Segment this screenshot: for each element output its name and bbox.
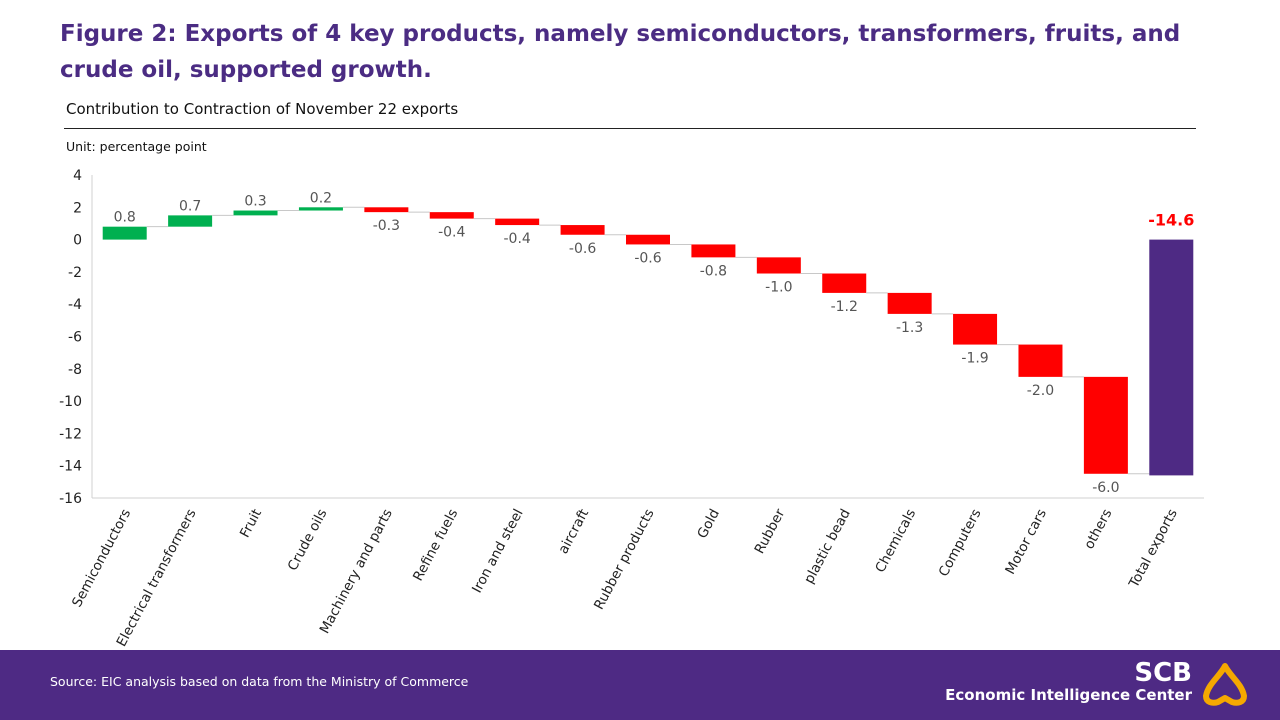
x-tick-label: Fruit — [237, 506, 265, 540]
x-tick-label: Iron and steel — [469, 506, 527, 595]
data-label: -0.6 — [569, 241, 596, 257]
x-tick-label: Refine fuels — [410, 506, 461, 583]
bar-step — [429, 212, 474, 219]
data-label: -1.2 — [831, 299, 858, 315]
data-label: -1.0 — [765, 280, 792, 296]
bar-step — [168, 215, 213, 227]
scb-emblem-icon — [1203, 663, 1247, 706]
bar-step — [691, 244, 736, 258]
data-label: 0.7 — [179, 198, 201, 214]
divider — [64, 128, 1196, 129]
data-label: -6.0 — [1092, 480, 1119, 496]
logo-text: SCB — [1134, 658, 1192, 688]
y-tick-label: -16 — [59, 491, 82, 507]
y-tick-label: 0 — [73, 233, 82, 249]
bar-step — [102, 226, 147, 240]
x-tick-label: Gold — [694, 506, 723, 541]
y-tick-label: -14 — [59, 459, 82, 475]
data-label: 0.3 — [244, 194, 266, 210]
data-label: -2.0 — [1027, 383, 1054, 399]
x-tick-label: plastic bead — [801, 506, 854, 586]
bar-step — [953, 313, 998, 345]
data-label: -0.3 — [373, 218, 400, 234]
data-label: -1.3 — [896, 320, 923, 336]
bar-step — [495, 218, 540, 226]
x-tick-label: others — [1081, 506, 1115, 551]
y-tick-label: -4 — [68, 297, 82, 313]
y-tick-label: -12 — [59, 426, 82, 442]
y-tick-label: -8 — [68, 362, 82, 378]
y-tick-label: -10 — [59, 394, 82, 410]
data-label: 0.2 — [310, 190, 332, 206]
x-tick-label: Total exports — [1126, 506, 1181, 591]
x-tick-label: Crude oils — [285, 506, 331, 573]
data-label: -0.4 — [438, 225, 465, 241]
bar-step — [626, 234, 670, 245]
data-label: -0.6 — [634, 250, 661, 266]
data-label: -0.4 — [504, 231, 531, 247]
bar-step — [560, 225, 605, 235]
x-tick-label: Computers — [936, 506, 985, 579]
y-tick-label: 2 — [73, 200, 82, 216]
data-label: 0.8 — [114, 210, 136, 226]
x-tick-label: Semiconductors — [69, 506, 134, 609]
footer: Source: EIC analysis based on data from … — [0, 650, 1280, 720]
y-tick-label: -6 — [68, 330, 82, 346]
x-tick-label: Machinery and parts — [317, 506, 396, 636]
source-note: Source: EIC analysis based on data from … — [50, 674, 469, 689]
bar-step — [1083, 376, 1128, 474]
bar-step — [887, 292, 932, 314]
y-tick-label: 4 — [73, 168, 82, 184]
figure-title: Figure 2: Exports of 4 key products, nam… — [60, 21, 1181, 83]
x-tick-label: aircraft — [555, 506, 592, 556]
bar-step — [233, 210, 278, 216]
logo-subtext: Economic Intelligence Center — [945, 686, 1192, 704]
data-label: -1.9 — [961, 351, 988, 367]
bar-total — [1149, 239, 1194, 476]
bar-step — [298, 207, 343, 211]
bar-step — [756, 257, 801, 274]
bar-step — [1018, 344, 1063, 377]
bar-step — [364, 207, 409, 213]
data-label: -14.6 — [1148, 211, 1194, 230]
bar-step — [822, 273, 867, 293]
data-label: -0.8 — [700, 263, 727, 279]
x-tick-label: Rubber — [752, 506, 789, 557]
x-tick-label: Rubber products — [591, 506, 658, 612]
chart-subtitle: Contribution to Contraction of November … — [66, 100, 459, 118]
waterfall-chart: 4 2 0 -2 -4 -6 -8 -10 -12 -14 -16 0.8 Semiconductors… — [59, 168, 1204, 649]
y-tick-label: -2 — [68, 265, 82, 281]
x-tick-label: Chemicals — [872, 506, 919, 575]
x-tick-label: Motor cars — [1002, 506, 1050, 577]
unit-label: Unit: percentage point — [66, 139, 207, 154]
